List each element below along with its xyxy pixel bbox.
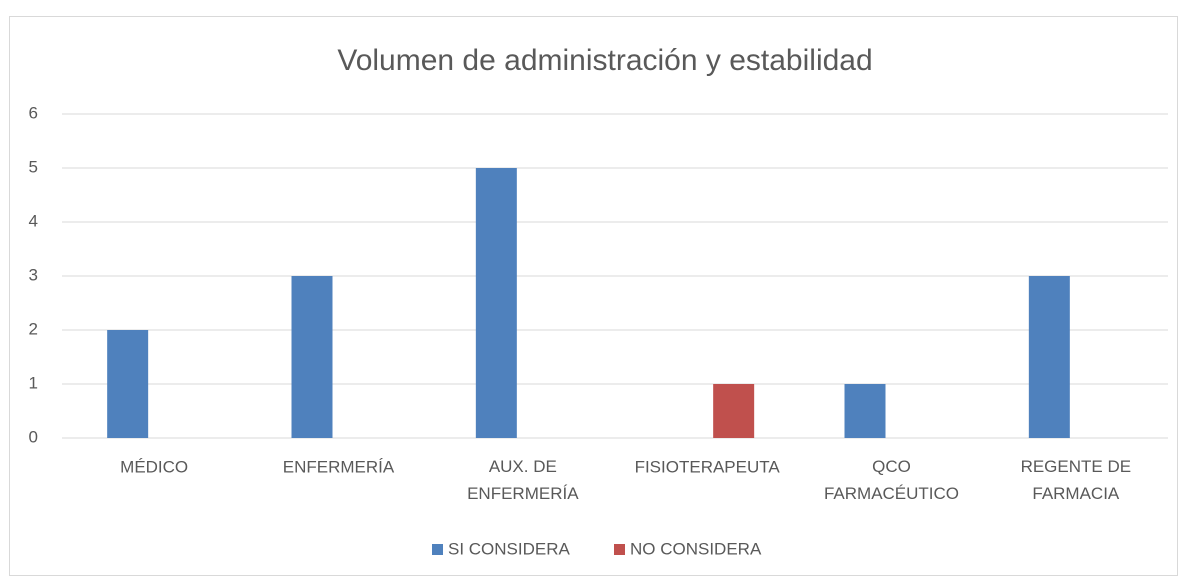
y-tick-label: 6 (29, 103, 38, 122)
x-tick-label: QCO FARMACÉUTICO (824, 457, 959, 503)
x-tick-label: AUX. DE ENFERMERÍA (467, 457, 579, 503)
y-tick-label: 4 (29, 211, 38, 230)
legend-label: NO CONSIDERA (630, 539, 762, 558)
bar (107, 330, 149, 438)
x-tick-label: ENFERMERÍA (283, 457, 395, 476)
bar (1028, 276, 1070, 438)
bar (844, 384, 886, 438)
y-tick-label: 3 (29, 265, 38, 284)
legend-label: SI CONSIDERA (448, 539, 571, 558)
x-tick-label: REGENTE DE FARMACIA (1021, 457, 1132, 503)
y-tick-label: 5 (29, 157, 38, 176)
legend-swatch (432, 544, 443, 555)
y-tick-label: 0 (29, 427, 38, 446)
bar (291, 276, 333, 438)
bar (713, 384, 755, 438)
x-tick-label: MÉDICO (120, 457, 188, 476)
chart-title: Volumen de administración y estabilidad (337, 44, 872, 77)
y-tick-label: 1 (29, 373, 38, 392)
legend-swatch (614, 544, 625, 555)
y-tick-label: 2 (29, 319, 38, 338)
chart-frame (9, 16, 1178, 576)
bar (475, 168, 517, 438)
x-tick-label: FISIOTERAPEUTA (635, 457, 781, 476)
